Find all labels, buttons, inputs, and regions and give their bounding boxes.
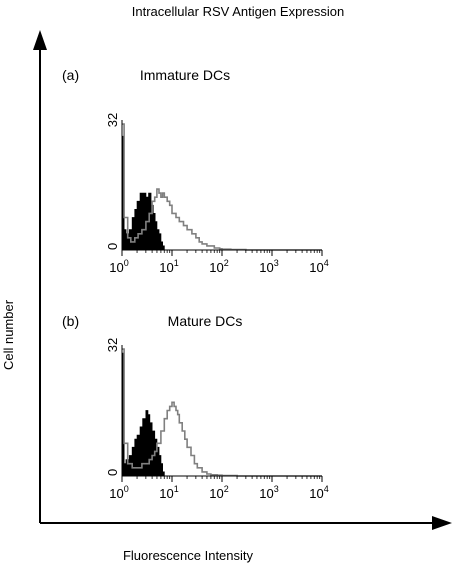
sample-histogram-line <box>122 348 322 477</box>
y-tick-label: 0 <box>105 469 120 476</box>
x-tick-label: 100 <box>109 484 128 501</box>
y-tick-label: 0 <box>105 243 120 250</box>
x-tick-label: 104 <box>309 258 328 275</box>
panel-label: (b) <box>62 313 79 329</box>
x-axis-label: Fluorescence Intensity <box>123 548 254 563</box>
panel-title: Immature DCs <box>140 67 230 83</box>
y-tick-label: 32 <box>105 338 120 352</box>
panel-title: Mature DCs <box>168 313 243 329</box>
x-tick-label: 102 <box>209 484 228 501</box>
panel-label: (a) <box>62 67 79 83</box>
x-tick-label: 100 <box>109 258 128 275</box>
x-tick-label: 104 <box>309 484 328 501</box>
panel-mature-dcs: (b) Mature DCs 0 32 100 101 102 103 104 <box>62 313 329 501</box>
outer-x-axis-arrow-icon <box>432 516 452 530</box>
x-tick-label: 101 <box>159 484 178 501</box>
control-histogram <box>121 352 165 477</box>
control-histogram <box>121 135 165 251</box>
figure-title: Intracellular RSV Antigen Expression <box>132 4 344 19</box>
x-tick-label: 102 <box>209 258 228 275</box>
y-tick-label: 32 <box>105 113 120 127</box>
y-axis-label: Cell number <box>1 299 16 370</box>
panel-immature-dcs: (a) Immature DCs 0 32 100 101 102 103 104 <box>62 67 329 275</box>
x-tick-label: 103 <box>259 484 278 501</box>
sample-histogram-line <box>122 123 322 251</box>
outer-y-axis-arrow-icon <box>33 30 47 50</box>
x-tick-label: 103 <box>259 258 278 275</box>
x-tick-label: 101 <box>159 258 178 275</box>
